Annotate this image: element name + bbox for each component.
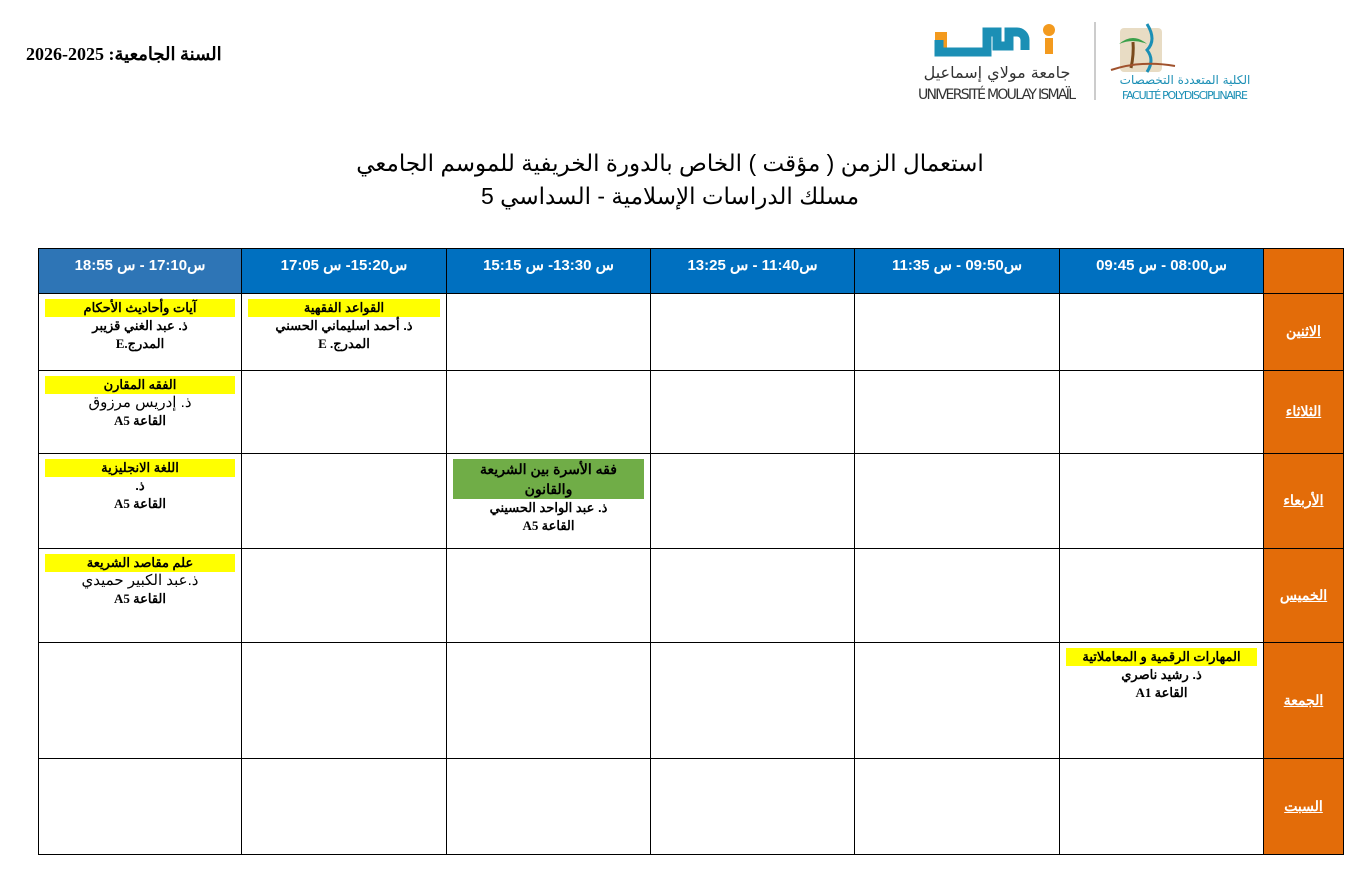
- course-teacher: ذ. عبد الغني قزيبر: [92, 318, 188, 333]
- course-subject: المهارات الرقمية و المعاملاتية: [1066, 648, 1257, 666]
- time-slot-header: س 13:30- س 15:15: [446, 248, 651, 294]
- course-teacher: ذ.عبد الكبير حميدي: [81, 572, 199, 589]
- schedule-cell: [241, 548, 447, 643]
- day-label[interactable]: السبت: [1284, 797, 1323, 814]
- time-slot-label: س 13:30- س 15:15: [483, 257, 614, 274]
- university-name-fr: UNIVERSITÉ MOULAY ISMAÏL: [918, 85, 1076, 103]
- schedule-cell: [446, 370, 651, 454]
- schedule-cell: [446, 758, 651, 855]
- course-subject: فقه الأسرة بين الشريعة والقانون: [453, 459, 644, 499]
- course-teacher: ذ. إدريس مرزوق: [88, 394, 192, 411]
- schedule-cell: [650, 642, 855, 759]
- schedule-cell: [650, 548, 855, 643]
- day-cell: الأربعاء: [1263, 453, 1344, 549]
- course-room: القاعة A5: [114, 496, 166, 511]
- schedule-cell: [446, 293, 651, 371]
- time-slot-header: س08:00 - س 09:45: [1059, 248, 1264, 294]
- course-teacher: ذ. عبد الواحد الحسيني: [489, 500, 608, 515]
- schedule-cell: [1059, 453, 1264, 549]
- schedule-cell: [446, 642, 651, 759]
- table-row: الأربعاء فقه الأسرة بين الشريعة والقانون ذ…: [38, 453, 1344, 549]
- schedule-cell: [1059, 548, 1264, 643]
- schedule-cell: [1059, 293, 1264, 371]
- schedule-cell: المهارات الرقمية و المعاملاتية ذ. رشيد نا…: [1059, 642, 1264, 759]
- day-label[interactable]: الأربعاء: [1283, 492, 1324, 508]
- page-subtitle: مسلك الدراسات الإسلامية - السداسي 5: [480, 183, 860, 209]
- schedule-cell: [1059, 758, 1264, 855]
- schedule-cell: [854, 370, 1060, 454]
- table-row: الثلاثاء الفقه المقارن ذ. إدريس مرزوق القاع…: [38, 370, 1344, 454]
- day-cell: الاثنين: [1263, 293, 1344, 371]
- university-logo-icon: جامعة مولاي إسماعيل UNIVERSITÉ MOULAY IS…: [918, 22, 1251, 103]
- faculty-name-fr: FACULTÉ POLYDISCIPLINAIRE: [1122, 89, 1248, 102]
- schedule-cell: [446, 548, 651, 643]
- course-subject: اللغة الانجليزية: [45, 459, 235, 477]
- time-slot-header: س15:20- س 17:05: [241, 248, 447, 294]
- schedule-cell: [854, 642, 1060, 759]
- schedule-cell: علم مقاصد الشريعة ذ.عبد الكبير حميدي القاع…: [38, 548, 242, 643]
- course-teacher: ذ. رشيد ناصري: [1121, 667, 1202, 682]
- course-room: القاعة A1: [1135, 685, 1188, 700]
- schedule-cell: [38, 642, 242, 759]
- day-cell: السبت: [1263, 758, 1344, 855]
- time-slot-label: س08:00 - س 09:45: [1096, 257, 1227, 274]
- schedule-cell: [1059, 370, 1264, 454]
- table-row: الخميس علم مقاصد الشريعة ذ.عبد الكبير حميد…: [38, 548, 1344, 643]
- schedule-cell: القواعد الفقهية ذ. أحمد اسليماني الحسني ال…: [241, 293, 447, 371]
- schedule-cell: [854, 293, 1060, 371]
- corner-cell: [1263, 248, 1344, 294]
- page-title: استعمال الزمن ( مؤقت ) الخاص بالدورة الخ…: [356, 150, 984, 176]
- day-label[interactable]: الخميس: [1279, 586, 1328, 603]
- course-room: المدرج.E: [115, 336, 165, 351]
- table-row: الجمعة المهارات الرقمية و المعاملاتية ذ. ر…: [38, 642, 1344, 759]
- schedule-cell: آيات وأحاديث الأحكام ذ. عبد الغني قزيبر ال…: [38, 293, 242, 371]
- course-subject: آيات وأحاديث الأحكام: [45, 299, 235, 317]
- day-label[interactable]: الجمعة: [1283, 691, 1324, 708]
- course-room: القاعة A5: [114, 591, 166, 606]
- logos: جامعة مولاي إسماعيل UNIVERSITÉ MOULAY IS…: [915, 18, 1255, 108]
- time-slot-label: س09:50 - س 11:35: [891, 257, 1023, 274]
- day-cell: الجمعة: [1263, 642, 1344, 759]
- time-slot-label: س11:40 - س 13:25: [687, 257, 818, 274]
- table-row: الاثنين القواعد الفقهية ذ. أحمد اسليماني ا…: [38, 293, 1344, 371]
- academic-year: السنة الجامعية: 2025-2026: [26, 44, 222, 64]
- time-slot-header: س17:10 - س 18:55: [38, 248, 242, 294]
- time-slot-header: س09:50 - س 11:35: [854, 248, 1060, 294]
- course-subject: القواعد الفقهية: [248, 299, 440, 317]
- faculty-name-ar: الكلية المتعددة التخصصات: [1120, 73, 1251, 87]
- time-slot-label: س15:20- س 17:05: [280, 257, 408, 274]
- schedule-cell: [241, 370, 447, 454]
- schedule-cell: [650, 293, 855, 371]
- course-teacher: ذ. أحمد اسليماني الحسني: [275, 318, 413, 333]
- day-label[interactable]: الاثنين: [1286, 323, 1321, 339]
- schedule-cell: اللغة الانجليزية ذ. القاعة A5: [38, 453, 242, 549]
- schedule-cell: [241, 453, 447, 549]
- schedule-cell: فقه الأسرة بين الشريعة والقانون ذ. عبد ال…: [446, 453, 651, 549]
- schedule-cell: [241, 642, 447, 759]
- time-slot-header: س11:40 - س 13:25: [650, 248, 855, 294]
- time-slot-label: س17:10 - س 18:55: [74, 257, 206, 274]
- schedule-cell: [854, 453, 1060, 549]
- day-cell: الثلاثاء: [1263, 370, 1344, 454]
- day-label[interactable]: الثلاثاء: [1285, 403, 1322, 419]
- schedule-cell: [38, 758, 242, 855]
- schedule-cell: [650, 758, 855, 855]
- course-teacher: ذ.: [135, 478, 145, 493]
- timetable: س08:00 - س 09:45 س09:50 - س 11:35 س11:40 -…: [38, 248, 1344, 855]
- table-row: السبت: [38, 758, 1344, 855]
- schedule-cell: [650, 453, 855, 549]
- schedule-cell: [241, 758, 447, 855]
- course-room: المدرج. E: [318, 336, 370, 351]
- course-room: القاعة A5: [114, 413, 166, 428]
- schedule-cell: [854, 548, 1060, 643]
- course-room: القاعة A5: [522, 518, 575, 533]
- day-cell: الخميس: [1263, 548, 1344, 643]
- university-name-ar: جامعة مولاي إسماعيل: [924, 63, 1071, 83]
- schedule-cell: [650, 370, 855, 454]
- course-subject: الفقه المقارن: [45, 376, 235, 394]
- course-subject: علم مقاصد الشريعة: [45, 554, 235, 572]
- schedule-cell: الفقه المقارن ذ. إدريس مرزوق القاعة A5: [38, 370, 242, 454]
- schedule-cell: [854, 758, 1060, 855]
